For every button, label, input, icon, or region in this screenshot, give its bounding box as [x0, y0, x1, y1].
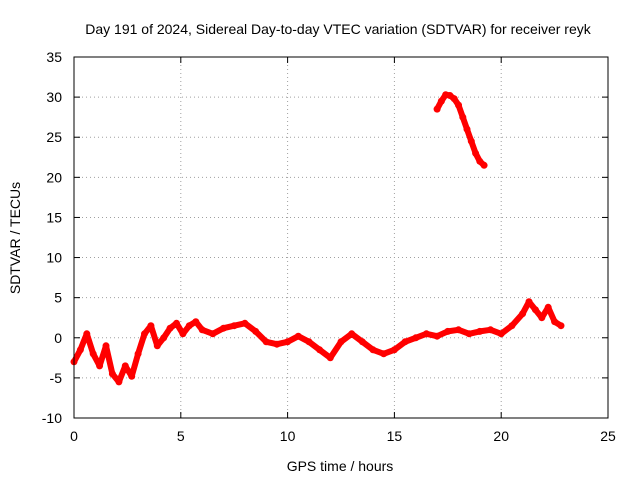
- data-point: [433, 105, 441, 113]
- y-axis-label: SDTVAR / TECUs: [7, 182, 23, 294]
- data-point: [487, 326, 494, 334]
- data-point: [89, 350, 97, 358]
- data-point: [455, 326, 462, 334]
- data-series: [70, 91, 565, 386]
- data-point: [108, 370, 116, 378]
- x-tick-label: 10: [280, 428, 296, 444]
- x-tick-label: 15: [387, 428, 403, 444]
- data-point: [390, 346, 398, 354]
- data-point: [480, 161, 488, 169]
- data-point: [160, 334, 168, 342]
- data-point: [147, 322, 155, 330]
- x-tick-label: 0: [70, 428, 78, 444]
- data-point: [96, 362, 104, 370]
- y-tick-label: 15: [46, 209, 62, 225]
- data-point: [455, 101, 462, 109]
- y-tick-label: 25: [46, 129, 62, 145]
- data-point: [102, 342, 110, 350]
- data-point: [220, 324, 227, 332]
- data-point: [531, 306, 539, 314]
- x-axis-label: GPS time / hours: [287, 458, 394, 474]
- grid-lines: [73, 56, 609, 419]
- y-tick-label: 5: [54, 290, 62, 306]
- data-point: [326, 354, 334, 362]
- data-point: [412, 334, 420, 342]
- data-point: [358, 338, 366, 346]
- data-point: [422, 330, 430, 338]
- data-point: [437, 97, 445, 105]
- data-point: [450, 95, 458, 103]
- data-point: [476, 327, 484, 335]
- data-point: [294, 332, 302, 340]
- data-point: [198, 326, 206, 334]
- data-point: [463, 125, 471, 133]
- data-point: [273, 340, 281, 348]
- y-tick-label: -10: [42, 410, 62, 426]
- data-point: [337, 338, 345, 346]
- data-point: [433, 332, 441, 340]
- y-tick-label: 35: [46, 49, 62, 65]
- data-point: [551, 318, 559, 326]
- data-point: [557, 322, 565, 330]
- y-tick-label: 20: [46, 169, 62, 185]
- chart-title: Day 191 of 2024, Sidereal Day-to-day VTE…: [85, 21, 591, 37]
- x-tick-label: 5: [177, 428, 185, 444]
- data-point: [472, 149, 480, 157]
- data-point: [538, 314, 546, 322]
- data-point: [185, 322, 193, 330]
- data-point: [209, 330, 217, 338]
- y-tick-label: -5: [50, 370, 63, 386]
- data-point: [525, 298, 533, 306]
- data-point: [83, 330, 91, 338]
- axis-ticks: 0 5 10 15 20 25 -10 -5 0 5 10 15 20 25 30 35: [42, 49, 616, 444]
- data-point: [134, 350, 142, 358]
- data-point: [444, 327, 452, 335]
- data-point: [141, 330, 148, 338]
- data-point: [173, 319, 180, 327]
- y-tick-label: 10: [46, 250, 62, 266]
- data-point: [316, 346, 324, 354]
- data-point: [305, 338, 313, 346]
- x-tick-label: 20: [493, 428, 509, 444]
- data-point: [115, 378, 123, 386]
- data-point: [401, 338, 409, 346]
- data-point: [153, 342, 161, 350]
- data-point: [519, 310, 527, 318]
- data-point: [179, 330, 187, 338]
- data-point: [241, 319, 249, 327]
- data-point: [465, 330, 473, 338]
- data-point: [467, 137, 475, 145]
- data-point: [230, 322, 238, 330]
- data-point: [369, 346, 377, 354]
- data-point: [497, 330, 505, 338]
- data-point: [284, 338, 292, 346]
- data-point: [348, 330, 356, 338]
- data-point: [166, 324, 174, 332]
- plot-frame: [73, 56, 609, 419]
- data-point: [76, 346, 84, 354]
- data-point: [508, 322, 516, 330]
- data-point: [459, 113, 467, 121]
- data-point: [262, 338, 270, 346]
- data-point: [128, 372, 136, 380]
- data-point: [192, 318, 200, 326]
- data-point: [121, 362, 129, 370]
- data-point: [252, 327, 260, 335]
- x-tick-label: 25: [600, 428, 616, 444]
- data-point: [544, 303, 552, 311]
- y-tick-label: 30: [46, 89, 62, 105]
- y-tick-label: 0: [54, 330, 62, 346]
- series-line: [71, 298, 564, 385]
- data-point: [380, 350, 388, 358]
